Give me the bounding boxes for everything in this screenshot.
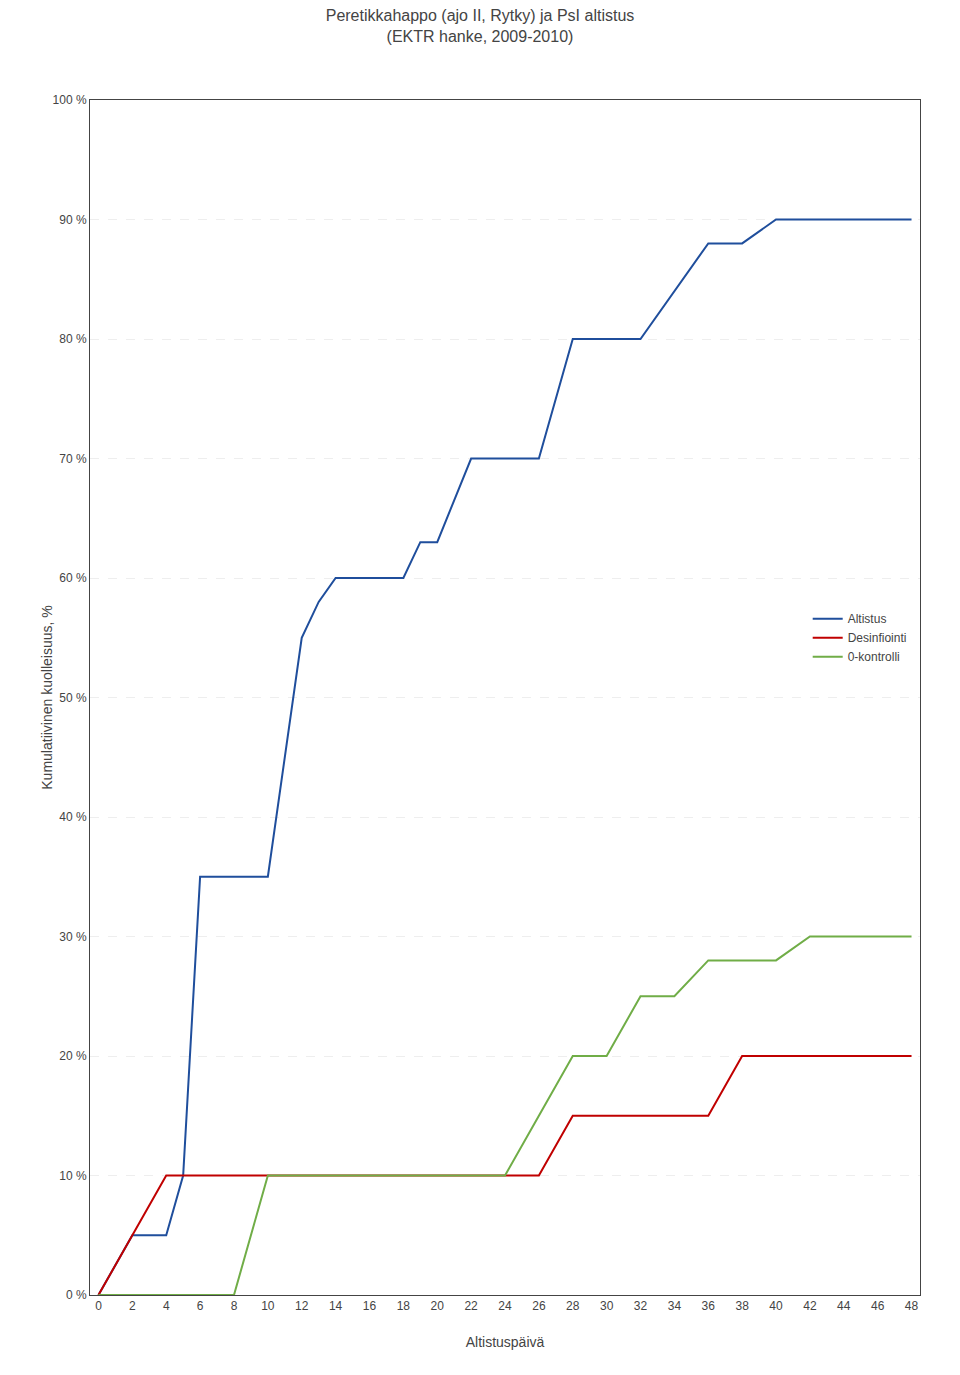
svg-text:42: 42 — [803, 1299, 817, 1313]
svg-text:Desinfiointi: Desinfiointi — [848, 631, 907, 645]
svg-text:10 %: 10 % — [59, 1169, 87, 1183]
svg-text:90 %: 90 % — [59, 213, 87, 227]
svg-text:40: 40 — [769, 1299, 783, 1313]
svg-text:20: 20 — [431, 1299, 445, 1313]
svg-text:30: 30 — [600, 1299, 614, 1313]
svg-text:38: 38 — [735, 1299, 749, 1313]
svg-text:60 %: 60 % — [59, 571, 87, 585]
svg-text:28: 28 — [566, 1299, 580, 1313]
svg-text:34: 34 — [668, 1299, 682, 1313]
svg-text:30 %: 30 % — [59, 930, 87, 944]
svg-text:0 %: 0 % — [66, 1288, 87, 1302]
svg-text:22: 22 — [464, 1299, 478, 1313]
svg-text:44: 44 — [837, 1299, 851, 1313]
svg-text:Altistuspäivä: Altistuspäivä — [466, 1334, 545, 1350]
svg-text:48: 48 — [905, 1299, 919, 1313]
svg-text:12: 12 — [295, 1299, 309, 1313]
svg-text:Altistus: Altistus — [848, 612, 887, 626]
svg-text:0: 0 — [95, 1299, 102, 1313]
svg-text:14: 14 — [329, 1299, 343, 1313]
svg-text:36: 36 — [702, 1299, 716, 1313]
svg-text:24: 24 — [498, 1299, 512, 1313]
svg-text:26: 26 — [532, 1299, 546, 1313]
svg-text:10: 10 — [261, 1299, 275, 1313]
svg-text:0-kontrolli: 0-kontrolli — [848, 650, 900, 664]
svg-text:50 %: 50 % — [59, 691, 87, 705]
svg-text:20 %: 20 % — [59, 1049, 87, 1063]
svg-text:40 %: 40 % — [59, 810, 87, 824]
svg-text:100 %: 100 % — [53, 93, 87, 107]
svg-text:Kumulatiivinen kuolleisuus, %: Kumulatiivinen kuolleisuus, % — [39, 605, 55, 789]
svg-text:46: 46 — [871, 1299, 885, 1313]
svg-text:16: 16 — [363, 1299, 377, 1313]
svg-text:4: 4 — [163, 1299, 170, 1313]
svg-text:70 %: 70 % — [59, 452, 87, 466]
svg-text:32: 32 — [634, 1299, 648, 1313]
svg-text:18: 18 — [397, 1299, 411, 1313]
svg-text:8: 8 — [231, 1299, 238, 1313]
svg-text:2: 2 — [129, 1299, 136, 1313]
svg-text:Peretikkahappo (ajo II, Rytky): Peretikkahappo (ajo II, Rytky) ja PsI al… — [326, 7, 635, 45]
svg-text:80 %: 80 % — [59, 332, 87, 346]
svg-text:6: 6 — [197, 1299, 204, 1313]
